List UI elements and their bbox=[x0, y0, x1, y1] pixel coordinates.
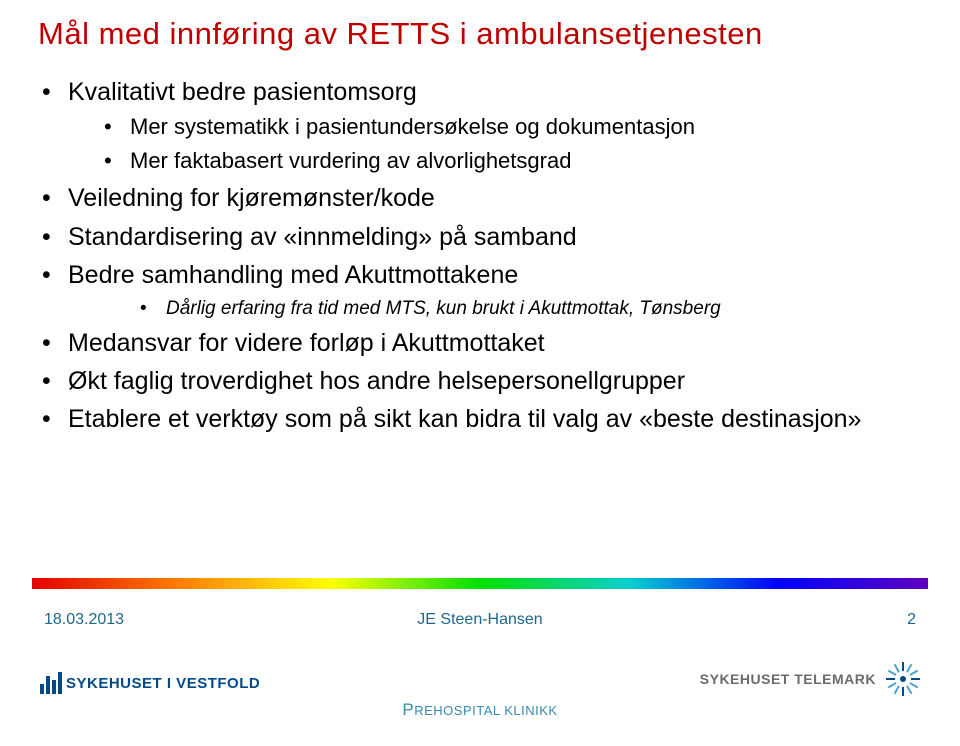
logo-left-text: SYKEHUSET I VESTFOLD bbox=[66, 675, 260, 692]
bullet-l2: Mer systematikk i pasientundersøkelse og… bbox=[68, 110, 918, 144]
bullet-l1: Etablere et verktøy som på sikt kan bidr… bbox=[38, 401, 918, 437]
logo-right-text: SYKEHUSET TELEMARK bbox=[700, 671, 876, 687]
slide-title: Mål med innføring av RETTS i ambulansetj… bbox=[38, 16, 763, 52]
footer-clinic-label: PREHOSPITAL KLINIKK bbox=[0, 700, 960, 720]
bullet-l1: Medansvar for videre forløp i Akuttmotta… bbox=[38, 325, 918, 361]
bullet-text: Mer systematikk i pasientundersøkelse og… bbox=[130, 114, 695, 139]
divider-rainbow bbox=[32, 578, 928, 589]
bullet-l1: Veiledning for kjøremønster/kode bbox=[38, 180, 918, 216]
bullet-l1: Økt faglig troverdighet hos andre helsep… bbox=[38, 363, 918, 399]
bullet-text: Mer faktabasert vurdering av alvorlighet… bbox=[130, 148, 571, 173]
bullet-text: Medansvar for videre forløp i Akuttmotta… bbox=[68, 329, 545, 357]
bullet-l3: Dårlig erfaring fra tid med MTS, kun bru… bbox=[68, 295, 918, 323]
bullet-text: Standardisering av «innmelding» på samba… bbox=[68, 223, 577, 251]
bullet-text: Økt faglig troverdighet hos andre helsep… bbox=[68, 367, 685, 395]
bullet-text: Dårlig erfaring fra tid med MTS, kun bru… bbox=[166, 298, 721, 319]
logo-sykehuset-vestfold: SYKEHUSET I VESTFOLD bbox=[40, 668, 260, 698]
slide: Mål med innføring av RETTS i ambulansetj… bbox=[0, 0, 960, 746]
footer-author: JE Steen-Hansen bbox=[0, 611, 960, 629]
logo-burst-icon bbox=[886, 662, 920, 696]
bullet-text: Kvalitativt bedre pasientomsorg bbox=[68, 78, 417, 106]
bullet-text: Bedre samhandling med Akuttmottakene bbox=[68, 261, 518, 289]
slide-body: Kvalitativt bedre pasientomsorg Mer syst… bbox=[38, 74, 918, 439]
footer-page-number: 2 bbox=[907, 611, 916, 629]
logo-sykehuset-telemark: SYKEHUSET TELEMARK bbox=[700, 662, 920, 696]
bullet-l1: Kvalitativt bedre pasientomsorg Mer syst… bbox=[38, 74, 918, 178]
logo-mark-icon bbox=[40, 672, 62, 694]
bullet-text: Etablere et verktøy som på sikt kan bidr… bbox=[68, 405, 861, 433]
bullet-l1: Standardisering av «innmelding» på samba… bbox=[38, 219, 918, 255]
bullet-text: Veiledning for kjøremønster/kode bbox=[68, 184, 435, 212]
footer-clinic-text: REHOSPITAL KLINIKK bbox=[414, 703, 557, 718]
bullet-l1: Bedre samhandling med Akuttmottakene Dår… bbox=[38, 257, 918, 323]
bullet-l2: Mer faktabasert vurdering av alvorlighet… bbox=[68, 144, 918, 178]
